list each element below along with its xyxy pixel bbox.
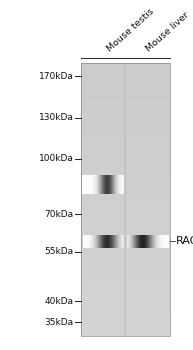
Text: 70kDa: 70kDa bbox=[44, 210, 73, 219]
Text: 130kDa: 130kDa bbox=[38, 113, 73, 122]
Text: 170kDa: 170kDa bbox=[38, 72, 73, 80]
Text: 100kDa: 100kDa bbox=[38, 154, 73, 163]
Text: Mouse liver: Mouse liver bbox=[145, 10, 191, 54]
Bar bbox=[81, 63, 170, 336]
Text: Mouse testis: Mouse testis bbox=[105, 7, 156, 54]
Text: RAG2: RAG2 bbox=[176, 236, 193, 246]
Text: 55kDa: 55kDa bbox=[44, 247, 73, 256]
Text: 40kDa: 40kDa bbox=[44, 297, 73, 306]
Text: 35kDa: 35kDa bbox=[44, 317, 73, 327]
